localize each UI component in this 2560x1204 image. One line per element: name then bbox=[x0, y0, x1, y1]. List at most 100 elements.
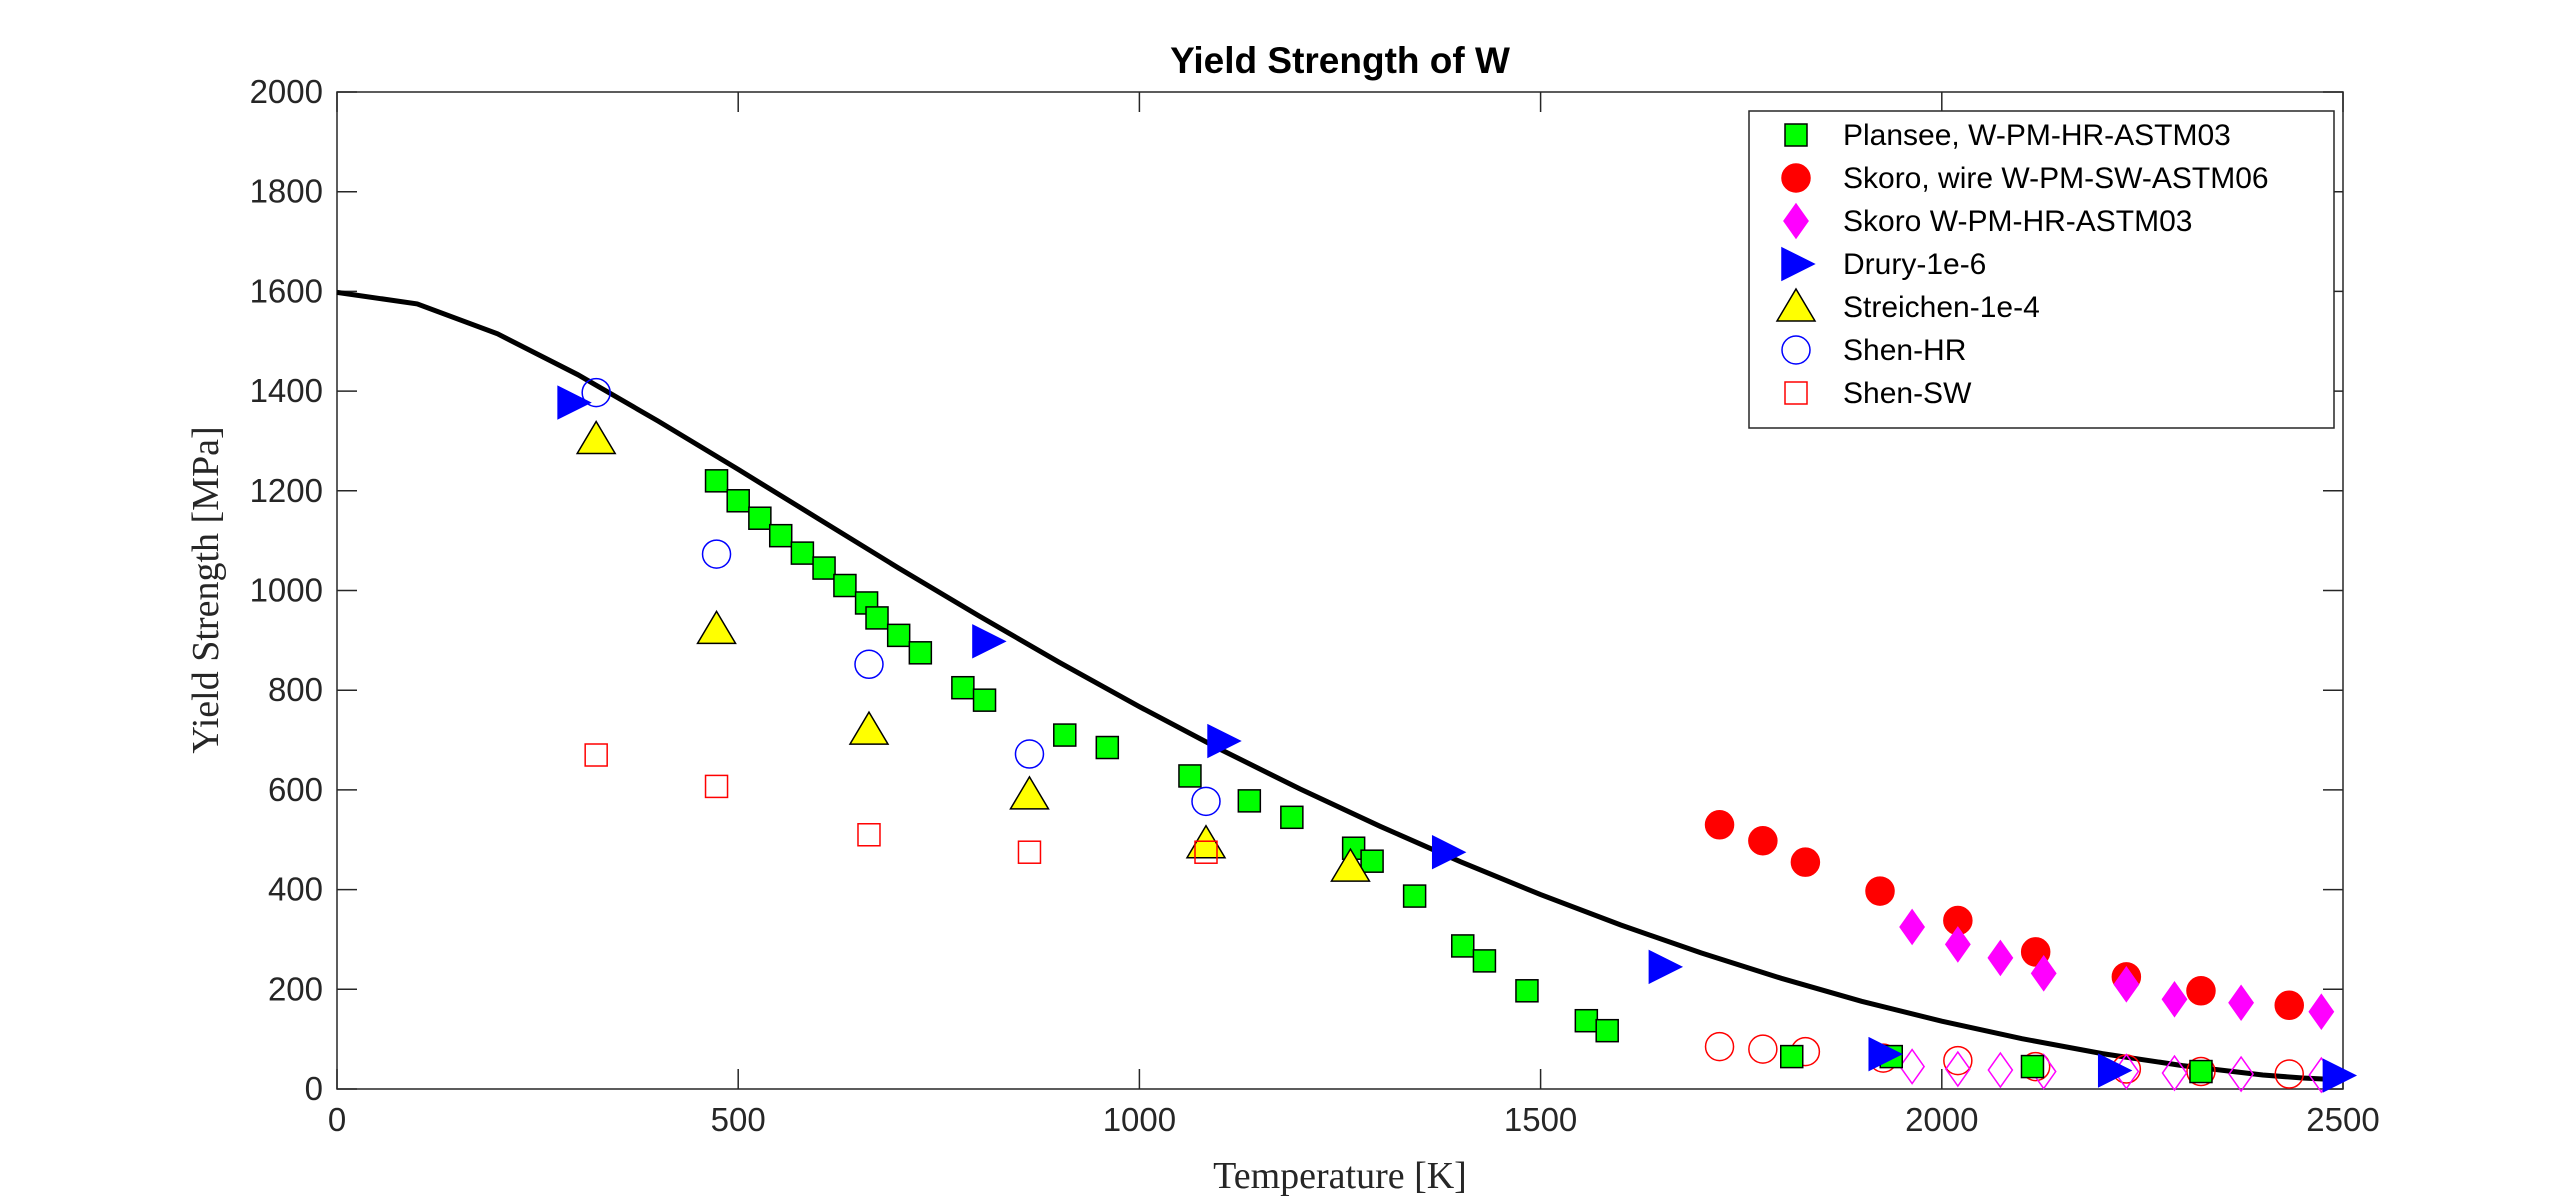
y-tick-label: 600 bbox=[268, 771, 323, 808]
data-point-series-0 bbox=[2189, 1059, 2213, 1084]
data-point-series-2 bbox=[2030, 955, 2057, 992]
x-tick-label: 2500 bbox=[2306, 1101, 2379, 1138]
data-point-series-0 bbox=[1237, 789, 1262, 813]
data-point-series-3 bbox=[1868, 1036, 1903, 1072]
y-tick-label: 1400 bbox=[250, 372, 323, 409]
data-point-series-1 bbox=[1748, 825, 1778, 856]
data-point-series-0 bbox=[768, 523, 793, 548]
data-point-series-3 bbox=[1648, 949, 1684, 985]
data-point-series-0 bbox=[1780, 1044, 1804, 1069]
data-point-series-0 bbox=[1402, 884, 1427, 908]
data-point-series-6 bbox=[1194, 840, 1218, 864]
x-tick-label: 1000 bbox=[1103, 1101, 1176, 1138]
data-point-series-4 bbox=[1330, 847, 1371, 882]
y-tick-label: 1000 bbox=[250, 572, 323, 609]
data-point-series-0 bbox=[812, 556, 836, 580]
data-point-series-2 bbox=[1899, 908, 1926, 946]
axes: 0 500 1000 1500 2000 2500 0 200 400 600 800 1000 120… bbox=[250, 73, 2380, 1138]
data-point-circle-open bbox=[2274, 1059, 2304, 1089]
data-point-series-3 bbox=[1207, 723, 1242, 759]
data-point-diamond-open bbox=[2228, 1055, 2255, 1093]
data-point-series-5 bbox=[1014, 739, 1045, 769]
data-point-series-0 bbox=[2020, 1054, 2045, 1079]
data-point-series-0 bbox=[833, 573, 857, 598]
data-point-series-3 bbox=[2322, 1058, 2358, 1093]
data-point-series-0 bbox=[1595, 1018, 1619, 1043]
data-point-series-0 bbox=[908, 641, 933, 665]
data-point-series-5 bbox=[701, 539, 732, 569]
y-tick-label: 0 bbox=[305, 1070, 323, 1107]
data-point-series-4 bbox=[696, 609, 737, 645]
fit-curve-group bbox=[336, 289, 2344, 1083]
data-point-series-3 bbox=[972, 624, 1007, 659]
legend-label: Plansee, W-PM-HR-ASTM03 bbox=[1843, 119, 2231, 152]
legend-label: Drury-1e-6 bbox=[1843, 248, 1986, 281]
data-point-series-1 bbox=[1790, 847, 1821, 877]
data-point-series-0 bbox=[1178, 764, 1202, 788]
data-point-series-0 bbox=[1472, 949, 1497, 973]
legend-box bbox=[1748, 110, 2335, 429]
data-point-series-2 bbox=[2113, 966, 2140, 1003]
data-point-series-6 bbox=[1017, 840, 1042, 864]
data-point-series-4 bbox=[1009, 775, 1050, 810]
legend-marker-2 bbox=[1783, 202, 1809, 240]
legend-label: Shen-HR bbox=[1843, 334, 1966, 367]
data-point-series-3 bbox=[2097, 1053, 2133, 1088]
data-point-series-1 bbox=[2186, 976, 2216, 1006]
y-tick-label: 1200 bbox=[250, 472, 323, 509]
legend-label: Skoro, wire W-PM-SW-ASTM06 bbox=[1843, 162, 2269, 195]
data-points bbox=[557, 377, 2358, 1094]
data-point-series-0 bbox=[1574, 1008, 1599, 1033]
data-point-circle-open bbox=[1748, 1034, 1778, 1064]
legend-marker-6 bbox=[1784, 381, 1808, 405]
data-point-series-0 bbox=[1280, 805, 1304, 830]
data-point-series-4 bbox=[575, 419, 617, 455]
data-point-series-5 bbox=[1191, 786, 1221, 817]
legend-label: Shen-SW bbox=[1843, 377, 1972, 410]
data-point-series-5 bbox=[581, 377, 611, 408]
data-point-series-0 bbox=[1515, 979, 1539, 1003]
data-point-series-6 bbox=[857, 823, 881, 847]
y-tick-label: 2000 bbox=[250, 73, 323, 110]
data-point-series-0 bbox=[1360, 849, 1384, 873]
data-point-series-0 bbox=[1451, 934, 1475, 958]
data-point-series-0 bbox=[972, 688, 997, 712]
data-point-series-3 bbox=[1431, 834, 1467, 870]
legend-label: Streichen-1e-4 bbox=[1843, 291, 2040, 324]
data-point-series-5 bbox=[854, 649, 884, 680]
data-point-series-0 bbox=[865, 606, 889, 630]
x-axis-label: Temperature [K] bbox=[1213, 1155, 1467, 1197]
legend-label: Skoro W-PM-HR-ASTM03 bbox=[1843, 205, 2192, 238]
data-point-series-6 bbox=[704, 774, 729, 799]
x-tick-label: 500 bbox=[711, 1101, 766, 1138]
data-point-diamond-open bbox=[1944, 1050, 1971, 1088]
data-point-series-2 bbox=[1944, 926, 1971, 963]
data-point-series-1 bbox=[2274, 990, 2304, 1021]
legend-marker-3 bbox=[1781, 246, 1816, 282]
legend-marker-1 bbox=[1781, 163, 1811, 193]
data-point-series-1 bbox=[1865, 876, 1895, 906]
data-point-diamond-open bbox=[1899, 1048, 1926, 1085]
y-tick-label: 1600 bbox=[250, 272, 323, 309]
data-point-series-0 bbox=[951, 675, 975, 700]
data-point-series-2 bbox=[2161, 980, 2188, 1018]
y-tick-label: 800 bbox=[268, 671, 323, 708]
fit-curve bbox=[336, 289, 2344, 1083]
data-point-circle-open bbox=[1943, 1045, 1973, 1076]
data-point-series-0 bbox=[1095, 735, 1120, 760]
x-tick-label: 0 bbox=[328, 1101, 346, 1138]
data-point-series-3 bbox=[557, 385, 592, 420]
legend-marker-0 bbox=[1784, 123, 1808, 147]
data-point-series-1 bbox=[1704, 810, 1735, 840]
data-point-series-6 bbox=[584, 743, 608, 767]
y-tick-label: 400 bbox=[268, 871, 323, 908]
y-tick-label: 200 bbox=[268, 970, 323, 1007]
data-point-series-0 bbox=[748, 506, 772, 530]
data-point-series-0 bbox=[790, 541, 815, 565]
data-point-diamond-open bbox=[2161, 1054, 2188, 1092]
data-point-series-0 bbox=[726, 489, 750, 513]
x-tick-label: 2000 bbox=[1905, 1101, 1978, 1138]
data-point-series-2 bbox=[2308, 993, 2335, 1031]
data-point-series-0 bbox=[886, 623, 911, 648]
